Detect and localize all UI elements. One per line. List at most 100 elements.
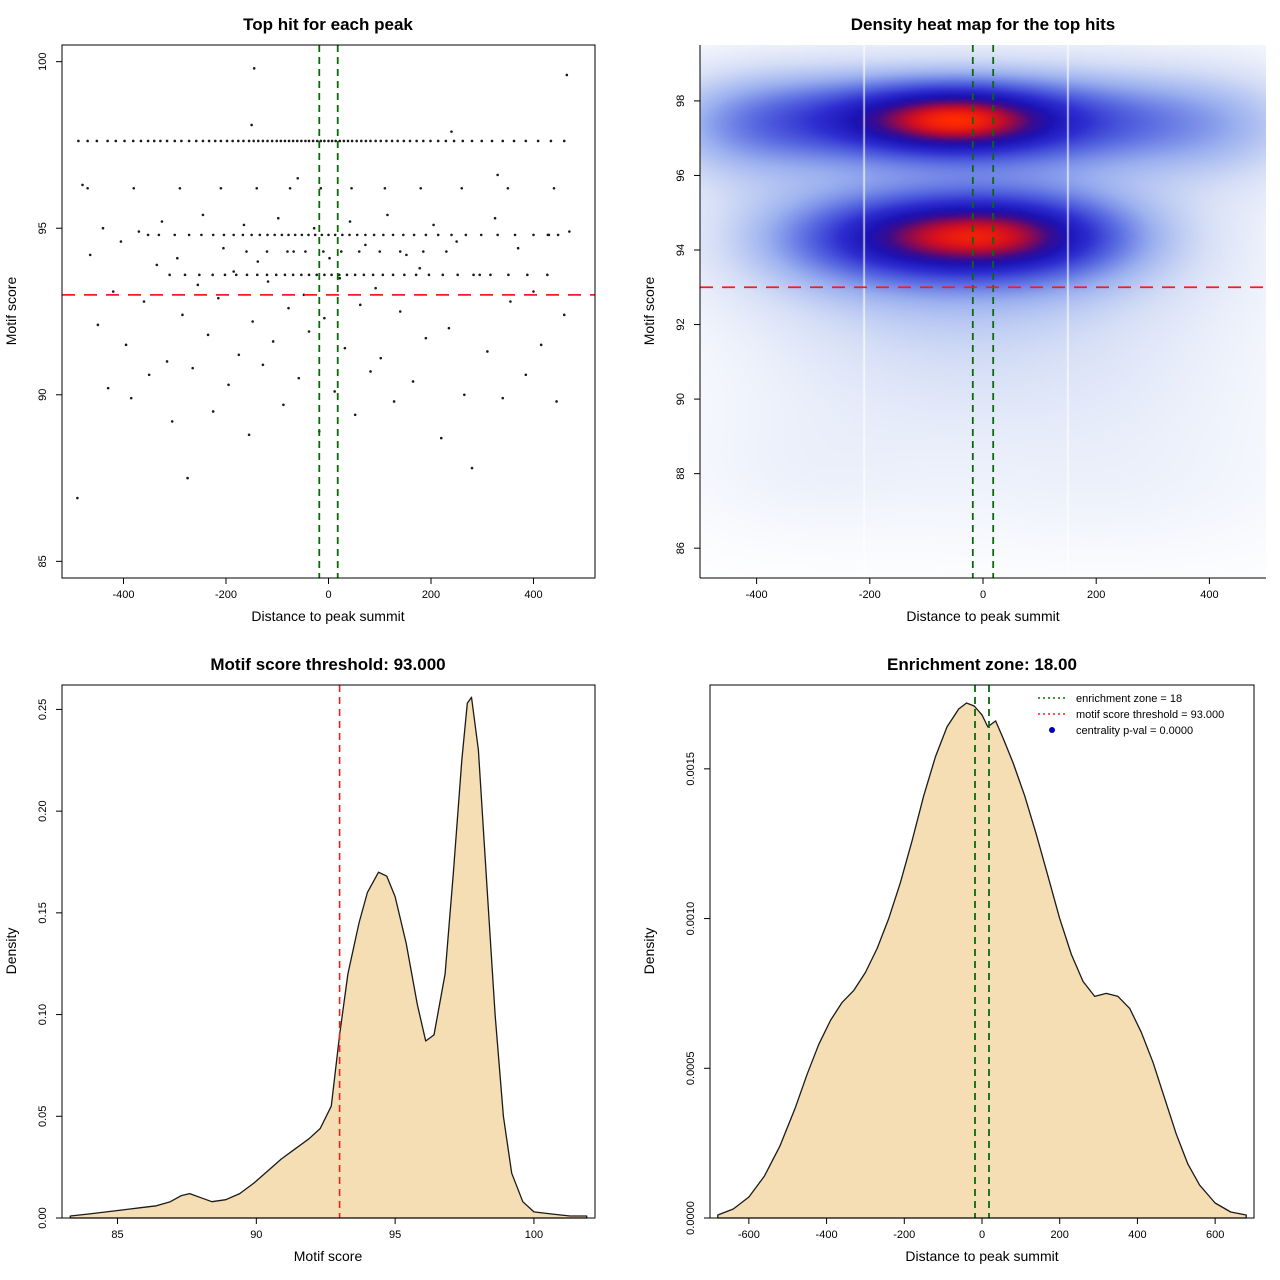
scatter-point [323,316,326,320]
scatter-point [146,233,150,237]
scatter-point [101,226,105,230]
scatter-point [287,306,290,310]
y-tick-label: 0.00 [37,1207,49,1228]
scatter-point [187,233,191,237]
x-tick-label: 95 [389,1229,401,1241]
scatter-point [307,233,310,237]
scatter-point [131,139,135,143]
scatter-point [187,139,191,143]
scatter-point [552,186,556,190]
heatmap-panel: -400 -200 0 200 400 86 88 90 92 94 96 98 Density he… [640,0,1280,640]
scatter-point [355,139,358,143]
scatter-point [307,330,311,333]
x-tick-label: 0 [980,589,986,601]
scatter-point [369,370,372,373]
scatter-point [568,230,571,233]
scatter-point [419,186,423,190]
scatter-point [315,139,319,143]
scatter-point [312,226,316,230]
scatter-point [403,273,406,277]
x-tick-label: 200 [422,589,440,601]
scatter-point [137,230,141,233]
x-tick-label: 200 [1087,589,1105,601]
y-tick-label: 86 [675,542,687,554]
scatter-point [266,233,269,237]
scatter-point [333,390,336,393]
scatter-point [265,250,269,253]
scatter-point [350,186,353,190]
scatter-point [247,139,251,143]
scatter-point [307,139,311,143]
scatter-point [350,139,354,143]
y-axis-label: Density [641,928,657,975]
scatter-point [88,253,92,257]
scatter-point [516,246,520,250]
scatter-point [139,139,143,143]
scatter-point [509,300,512,303]
scatter-point [256,260,260,263]
y-tick-label: 85 [37,555,49,567]
y-tick-label: 0.15 [37,902,49,923]
plot-box [61,44,596,579]
scatter-point [450,233,453,237]
scatter-point [478,273,481,277]
scatter-point [379,139,383,143]
scatter-point [287,139,291,143]
scatter-point [168,273,171,277]
y-tick-label: 96 [675,169,687,181]
scatter-point [219,186,223,190]
scatter-point [77,139,80,143]
x-axis-label: Motif score [294,1248,363,1264]
scatter-point [256,139,260,143]
scatter-point [191,366,194,370]
scatter-point [247,433,251,437]
scatter-point [286,250,289,253]
scatter-point [539,343,543,347]
scatter-point [524,139,528,143]
scatter-point [266,139,269,143]
scatter-point [217,296,220,300]
scatter-point [355,233,359,237]
distance-density-panel: -600 -400 -200 0 200 400 600 0.0000 0.0005 0.0010… [640,640,1280,1280]
scatter-point [360,139,363,143]
scatter-point [340,250,343,253]
scatter-point [242,139,245,143]
scatter-point [374,139,377,143]
scatter-point [479,233,483,237]
scatter-point [181,313,184,317]
y-tick-label: 0.05 [37,1106,49,1127]
scatter-point [320,233,324,237]
scatter-point [283,139,287,143]
heatmap-canvas [700,45,1266,578]
scatter-point [173,139,177,143]
scatter-point [261,363,265,367]
y-tick-label: 0.20 [37,800,49,821]
scatter-point [402,233,405,237]
scatter-point [300,139,303,143]
scatter-point [201,213,205,217]
scatter-point [408,139,412,143]
scatter-point [111,290,115,293]
scatter-point [333,233,337,237]
scatter-point [157,233,161,237]
scatter-point [258,233,262,237]
scatter-point [160,220,164,223]
scatter-point [496,173,499,177]
scatter-point [456,273,459,277]
scatter-point [123,139,126,143]
scatter-point [132,186,136,190]
scatter-point [556,233,560,237]
scatter-point [345,273,349,277]
scatter-point [461,139,465,143]
scatter-point [386,213,389,217]
legend-label: motif score threshold = 93.000 [1076,709,1224,721]
scatter-point [152,139,156,143]
y-tick-label: 100 [37,52,49,70]
scatter-point [283,273,287,277]
scatter-point [241,233,245,237]
scatter-point [422,250,425,253]
y-tick-label: 0.25 [37,699,49,720]
scatter-point [186,476,189,480]
scatter-point [445,250,448,253]
scatter-point [470,466,474,470]
